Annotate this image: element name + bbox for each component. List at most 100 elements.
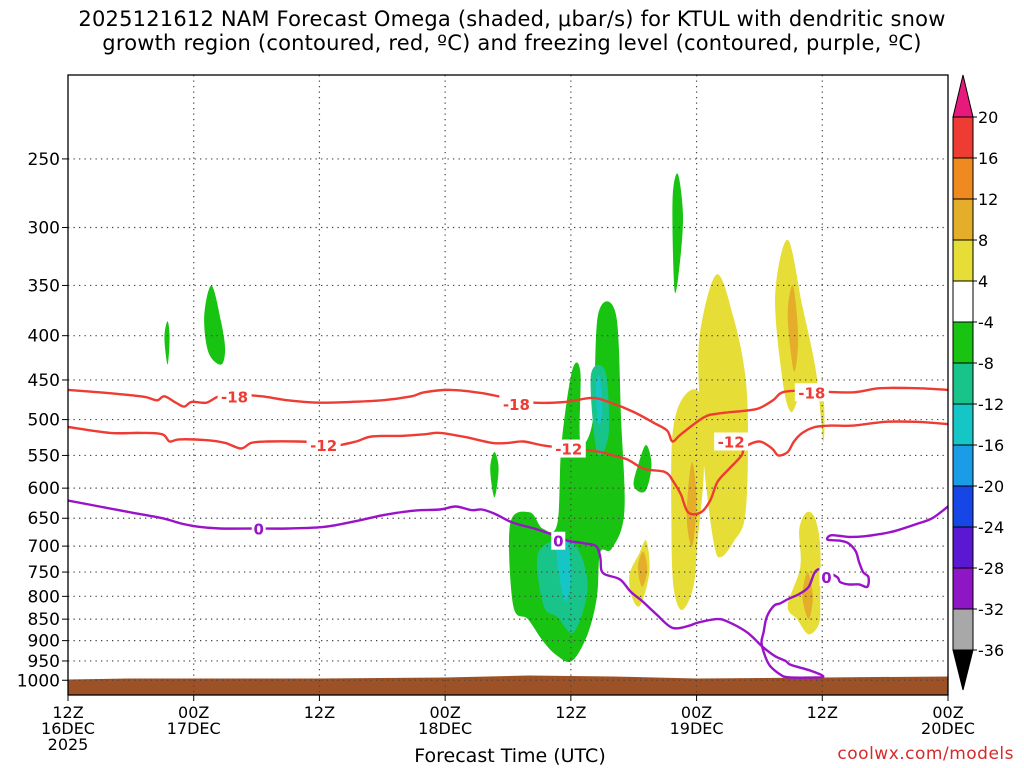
site-credit[interactable]: coolwx.com/models: [837, 744, 1014, 764]
x-tick-label: 00Z: [429, 703, 460, 722]
x-tick-label: 2025: [48, 735, 89, 754]
freezing-level-0-label: 0: [821, 569, 831, 587]
colorbar-label: 8: [978, 231, 988, 250]
green-cell-2: [204, 285, 226, 365]
colorbar-segment: [952, 198, 974, 241]
contour-labels: -18 -18 -18 -12 -12 -12 0 0 0: [217, 383, 834, 587]
colorbar-segment: [952, 239, 974, 282]
y-tick-label: 650: [28, 509, 60, 529]
contour-label-bg: [499, 395, 534, 414]
isotherm-minus-18-label: -18: [221, 388, 248, 406]
gold-cell-2: [686, 462, 697, 547]
colorbar-label: -4: [978, 313, 994, 332]
y-tick-label: 350: [28, 276, 60, 296]
colorbar-label: 4: [978, 272, 988, 291]
y-tick-label: 400: [28, 327, 60, 347]
isotherm-minus-18-label: -18: [798, 384, 825, 402]
y-tick-label: 800: [28, 587, 60, 607]
y-tick-label: 450: [28, 371, 60, 391]
isotherm-minus-12-label: -12: [718, 433, 745, 451]
colorbar-label: 20: [978, 108, 998, 127]
contour-label-bg: [794, 383, 829, 402]
green-cell-3: [490, 452, 499, 498]
colorbar-label: -32: [978, 600, 1004, 619]
x-tick-label: 12Z: [807, 703, 838, 722]
colorbar-bottom-arrow: [952, 649, 974, 691]
x-tick-label: 00Z: [681, 703, 712, 722]
y-tick-label: 500: [28, 411, 60, 431]
colorbar-label: -28: [978, 559, 1004, 578]
colorbar-segment: [952, 362, 974, 405]
chart-title-line-1: 2025121612 NAM Forecast Omega (shaded, μ…: [78, 7, 946, 31]
y-tick-label: 250: [28, 150, 60, 170]
x-tick-label: 12Z: [304, 703, 335, 722]
colorbar-segment: [952, 485, 974, 528]
colorbar-segment: [952, 280, 974, 323]
freezing-level-0: [68, 499, 948, 679]
colorbar-segment: [952, 608, 974, 651]
cyan-cell-2: [595, 376, 603, 425]
x-tick-label: 20DEC: [921, 719, 975, 738]
y-tick-label: 900: [28, 632, 60, 652]
contour-label-bg: [714, 432, 749, 451]
y-axis-ticks: 2503003504004505005506006507007508008509…: [17, 150, 68, 691]
colorbar-segment: [952, 444, 974, 487]
colorbar-segment: [952, 157, 974, 200]
yellow-cell-3: [698, 274, 749, 558]
x-tick-label: 19DEC: [670, 719, 724, 738]
colorbar-label: -24: [978, 518, 1004, 537]
x-tick-label: 12Z: [555, 703, 586, 722]
x-axis-title: Forecast Time (UTC): [414, 745, 606, 767]
colorbar-label: 12: [978, 190, 998, 209]
green-cell-1: [164, 321, 170, 365]
grid-lines: [68, 75, 948, 695]
gold-cell-1: [637, 551, 648, 587]
colorbar-top-arrow: [952, 74, 974, 118]
contour-label-bg: [819, 568, 834, 587]
x-tick-label: 16DEC: [41, 719, 95, 738]
x-tick-label: 12Z: [52, 703, 83, 722]
contour-label-bg: [217, 387, 252, 406]
y-tick-label: 550: [28, 446, 60, 466]
colorbar-label: -16: [978, 436, 1004, 455]
x-tick-label: 17DEC: [167, 719, 221, 738]
contour-label-bg: [551, 531, 566, 550]
x-tick-label: 18DEC: [418, 719, 472, 738]
colorbar-label: -8: [978, 354, 994, 373]
contour-label-bg: [251, 519, 266, 538]
isotherm-minus-18-label: -18: [503, 396, 530, 414]
colorbar-label: -36: [978, 641, 1004, 660]
gold-cell-3: [787, 285, 799, 372]
freezing-level-0-label: 0: [553, 533, 563, 551]
x-tick-label: 00Z: [178, 703, 209, 722]
y-tick-label: 750: [28, 563, 60, 583]
colorbar-segment: [952, 403, 974, 446]
colorbar-segment: [952, 526, 974, 569]
colorbar-label: -12: [978, 395, 1004, 414]
cyan-cell-1: [556, 537, 571, 602]
y-tick-label: 600: [28, 479, 60, 499]
isotherm-minus-12-label: -12: [310, 437, 337, 455]
colorbar-segment: [952, 567, 974, 610]
chart-title-line-2: growth region (contoured, red, ºC) and f…: [102, 31, 922, 55]
colorbar: 20 16 12 8 4 -4 -8 -12 -16 -20 -24 -28 -32 -36: [952, 74, 1004, 691]
plot-frame: [67, 74, 949, 696]
y-tick-label: 950: [28, 652, 60, 672]
colorbar-label: -20: [978, 477, 1004, 496]
colorbar-label: 16: [978, 149, 998, 168]
freezing-level-0-label: 0: [253, 521, 263, 539]
y-tick-label: 1000: [17, 671, 60, 691]
contour-label-bg: [551, 439, 586, 458]
y-tick-label: 700: [28, 537, 60, 557]
isotherm-minus-12-label: -12: [555, 441, 582, 459]
x-tick-label: 00Z: [932, 703, 963, 722]
contour-label-bg: [306, 436, 341, 455]
isotherm-minus-12: [68, 420, 948, 516]
y-tick-label: 850: [28, 610, 60, 630]
colorbar-segment: [952, 321, 974, 364]
colorbar-segment: [952, 116, 974, 159]
green-cell-6: [672, 173, 684, 294]
y-tick-label: 300: [28, 218, 60, 238]
